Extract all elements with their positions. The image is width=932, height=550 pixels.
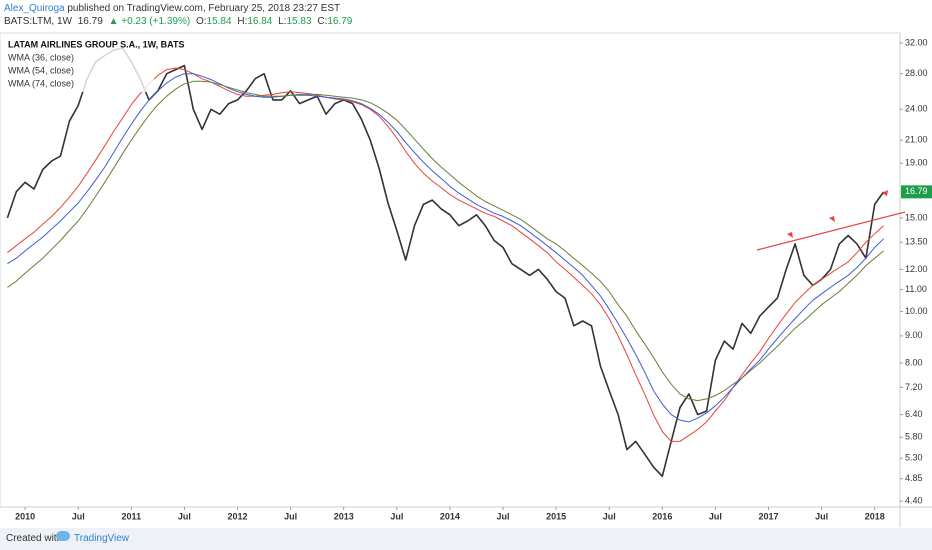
x-tick-label: 2011	[122, 511, 142, 521]
x-tick-label: 2015	[546, 511, 566, 521]
y-tick-label: 9.00	[905, 330, 923, 340]
x-tick-label: Jul	[497, 511, 510, 521]
created-with: Created with	[6, 533, 63, 544]
low-value: 15.83	[286, 16, 312, 27]
last-price: 16.79	[77, 16, 103, 27]
x-tick-label: Jul	[815, 511, 828, 521]
y-tick-label: 32.00	[905, 37, 928, 47]
low-label: L:	[278, 16, 287, 27]
symbol: BATS:LTM, 1W	[4, 16, 72, 27]
brand-name[interactable]: TradingView	[74, 533, 130, 544]
author-link[interactable]: Alex_Quiroga	[4, 3, 65, 14]
y-tick-label: 24.00	[905, 104, 928, 114]
price-change: ▲ +0.23 (+1.39%)	[108, 16, 191, 27]
ma-line	[7, 80, 884, 402]
publish-info: published on TradingView.com, February 2…	[67, 3, 341, 14]
close-label: C:	[317, 16, 328, 27]
y-tick-label: 11.00	[905, 284, 927, 294]
y-tick-label: 7.20	[905, 382, 923, 392]
x-tick-label: 2010	[15, 511, 35, 521]
legend-entry: LATAM AIRLINES GROUP S.A., 1W, BATS	[8, 39, 185, 49]
open-value: 15.84	[206, 16, 232, 27]
x-tick-label: 2016	[652, 511, 672, 521]
plot-area	[0, 32, 901, 508]
price-tag	[901, 185, 932, 199]
x-tick-label: Jul	[72, 511, 85, 521]
y-tick-label: 5.30	[905, 453, 923, 463]
legend-entry: WMA (74, close)	[8, 78, 74, 88]
x-tick-label: 2014	[440, 511, 460, 521]
legend-box	[4, 38, 154, 92]
footer: Created with TradingView	[0, 528, 932, 550]
quote-line: BATS:LTM, 1W 16.79 ▲ +0.23 (+1.39%) O:15…	[4, 16, 355, 27]
open-label: O:	[195, 16, 207, 27]
y-tick-label: 28.00	[905, 68, 928, 78]
brand-logo	[56, 531, 70, 541]
x-tick-label: Jul	[390, 511, 403, 521]
trend-annotation	[756, 190, 906, 251]
y-tick-label: 21.00	[905, 135, 928, 145]
y-tick-label: 8.00	[905, 357, 923, 367]
arrow	[787, 232, 793, 238]
legend-entry: WMA (36, close)	[8, 52, 74, 62]
y-tick-label: 4.85	[905, 473, 923, 483]
x-tick-label: 2013	[334, 511, 354, 521]
high-label: H:	[237, 16, 248, 27]
close-value: 16.79	[327, 16, 353, 27]
y-tick-label: 19.00	[905, 158, 928, 168]
y-tick-label: 13.50	[905, 237, 928, 247]
chart: LATAM AIRLINES GROUP S.A., 1W, BATS WMA (…	[0, 32, 932, 527]
legend: LATAM AIRLINES GROUP S.A., 1W, BATS WMA (…	[4, 38, 185, 92]
y-tick-label: 15.00	[905, 212, 928, 222]
arrow	[829, 216, 835, 222]
x-tick-label: Jul	[178, 511, 191, 521]
x-tick-label: Jul	[709, 511, 722, 521]
series-layer	[6, 47, 885, 478]
y-tick-label: 4.40	[905, 496, 923, 506]
publish-line: Alex_Quiroga published on TradingView.co…	[4, 3, 343, 14]
arrow	[882, 190, 888, 196]
trend-line	[756, 211, 906, 251]
x-tick-label: 2012	[228, 511, 248, 521]
high-value: 16.84	[247, 16, 273, 27]
price-tag-label: 16.79	[905, 186, 928, 196]
y-tick-label: 5.80	[905, 432, 923, 442]
y-tick-label: 12.00	[905, 264, 928, 274]
x-tick-label: Jul	[284, 511, 297, 521]
x-tick-label: Jul	[603, 511, 616, 521]
ma-line	[7, 73, 884, 423]
legend-entry: WMA (54, close)	[8, 65, 74, 75]
x-tick-label: 2018	[865, 511, 885, 521]
y-tick-label: 6.40	[905, 409, 923, 419]
y-tick-label: 10.00	[905, 306, 928, 316]
x-tick-label: 2017	[759, 511, 779, 521]
